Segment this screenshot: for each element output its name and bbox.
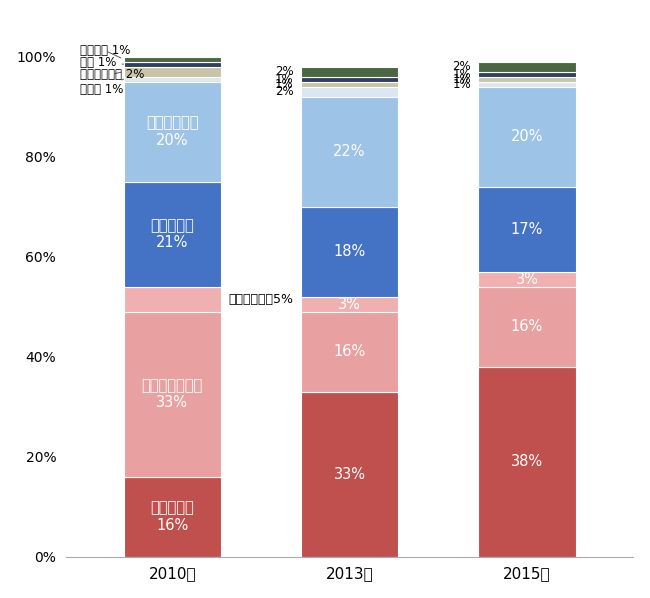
Text: 17%: 17% [511,222,543,237]
Bar [478,72,576,77]
Text: 3%: 3% [338,297,361,312]
Text: ロシア・東欧 2%: ロシア・東欧 2% [80,68,144,81]
Bar [301,207,398,297]
Bar [301,66,398,77]
Text: 3%: 3% [515,271,538,286]
Bar [124,82,221,182]
Bar [478,82,576,87]
Bar [478,87,576,187]
Bar [301,97,398,207]
Text: 2%: 2% [275,85,294,98]
Bar [124,286,221,312]
Bar [478,367,576,557]
Text: 1%: 1% [452,73,471,86]
Bar [301,312,398,392]
Bar [124,312,221,477]
Text: 22%: 22% [333,144,366,159]
Text: アフリカ 1%: アフリカ 1% [80,44,131,58]
Text: 1%: 1% [275,78,294,91]
Text: 33%: 33% [333,466,365,481]
Text: 2%: 2% [275,65,294,78]
Text: 16%: 16% [511,319,543,334]
Bar [301,297,398,312]
Text: 1%: 1% [452,78,471,91]
Text: 2%: 2% [452,60,471,73]
Bar [478,271,576,286]
Bar [301,392,398,557]
Bar [301,87,398,97]
Bar [124,182,221,286]
Bar [124,57,221,62]
Text: ヨーロッパ
21%: ヨーロッパ 21% [150,218,194,251]
Text: 北米・カナダ
20%: 北米・カナダ 20% [146,115,198,148]
Bar [301,82,398,87]
Text: 38%: 38% [511,454,543,469]
Text: オセアニア　5%: オセアニア 5% [228,292,293,306]
Text: 中国・東アジア
33%: 中国・東アジア 33% [142,378,203,410]
Bar [478,187,576,271]
Bar [124,77,221,82]
Text: 20%: 20% [511,129,543,144]
Text: 16%: 16% [333,344,366,359]
Text: 中南米 1%: 中南米 1% [80,79,124,96]
Text: 東南アジア
16%: 東南アジア 16% [150,501,194,533]
Text: 18%: 18% [333,244,366,259]
Bar [124,477,221,557]
Bar [478,62,576,72]
Bar [301,77,398,82]
Bar [478,77,576,82]
Text: 中東 1%: 中東 1% [80,56,124,69]
Bar [124,66,221,77]
Text: 1%: 1% [275,73,294,86]
Bar [124,62,221,66]
Text: 1%: 1% [452,68,471,81]
Bar [478,286,576,367]
